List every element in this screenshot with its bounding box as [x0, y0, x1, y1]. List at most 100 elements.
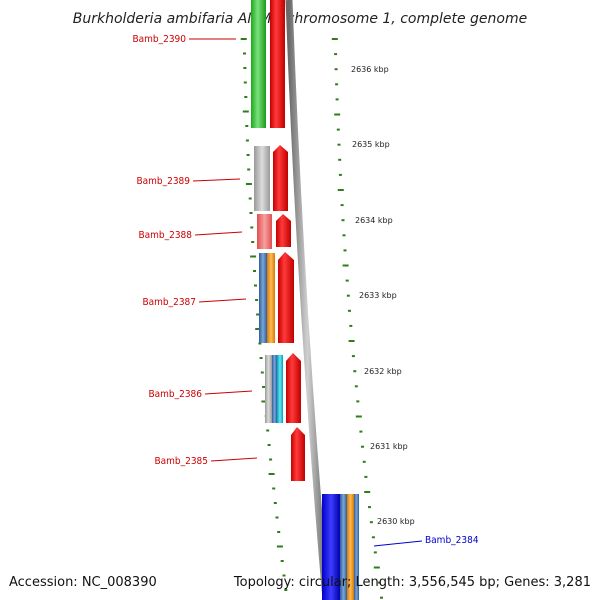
gene-label-bamb-2386[interactable]: Bamb_2386	[148, 389, 253, 400]
chromosome-backbone	[285, 0, 330, 600]
tick-mark	[261, 400, 268, 403]
tick-mark	[255, 299, 259, 301]
tick-mark	[373, 566, 380, 569]
cog-block-orange	[267, 253, 275, 343]
tick-mark	[247, 168, 251, 171]
tick-mark	[245, 139, 249, 142]
cog-block-steel-edge	[354, 494, 359, 600]
tick-mark	[243, 67, 247, 69]
cds-forward-arrow	[276, 214, 291, 247]
tick-mark	[353, 370, 357, 373]
tick-mark	[268, 473, 275, 475]
tick-mark	[361, 445, 364, 448]
tick-mark	[275, 516, 279, 519]
tick-mark	[249, 212, 253, 214]
tick-mark	[267, 444, 271, 446]
cds-forward-arrow	[278, 252, 294, 343]
tick-mark	[245, 183, 252, 185]
feature-group-bamb-2387[interactable]	[259, 252, 294, 343]
tick-mark	[253, 270, 256, 272]
cog-block-orange	[347, 494, 354, 600]
tick-mark	[362, 460, 366, 463]
gene-label-text: Bamb_2387	[142, 297, 196, 308]
tick-mark	[356, 400, 360, 403]
cds-reverse	[322, 494, 340, 600]
feature-group-bamb-2388[interactable]	[257, 214, 291, 249]
cds-forward	[270, 0, 285, 128]
feature-group-bamb-2384[interactable]	[322, 494, 359, 600]
tick-mark	[243, 52, 246, 55]
tick-mark	[276, 545, 283, 548]
map-title: Burkholderia ambifaria AMMD chromosome 1…	[73, 11, 527, 27]
leader-line	[210, 457, 258, 462]
tick-mark	[248, 197, 252, 200]
cog-block-steel	[272, 355, 277, 423]
leader-line	[198, 298, 247, 303]
scale-label: 2630 kbp	[377, 517, 415, 526]
gene-label-text: Bamb_2390	[132, 34, 186, 45]
tick-mark	[337, 143, 341, 146]
cog-block	[251, 0, 266, 128]
tick-mark	[255, 328, 262, 330]
tick-mark	[342, 264, 349, 267]
tick-mark	[284, 589, 288, 591]
tick-mark	[331, 38, 338, 40]
gene-label-bamb-2390[interactable]: Bamb_2390	[132, 34, 236, 45]
tick-mark	[335, 83, 339, 86]
tick-mark	[337, 189, 344, 191]
tick-mark	[258, 342, 262, 345]
feature-group-bamb-2385[interactable]	[291, 427, 305, 481]
cds-forward-arrow	[273, 145, 288, 211]
gene-label-bamb-2388[interactable]: Bamb_2388	[138, 230, 243, 241]
scale-label: 2635 kbp	[352, 140, 390, 149]
tick-mark	[280, 560, 284, 562]
tick-mark	[334, 113, 341, 116]
cds-forward-arrow	[291, 427, 305, 481]
tick-mark	[369, 521, 373, 524]
tick-mark	[269, 458, 273, 461]
feature-group-bamb-2386[interactable]	[265, 353, 301, 423]
cog-block-gray	[265, 355, 272, 423]
tick-mark	[260, 371, 264, 374]
gene-label-text: Bamb_2389	[136, 176, 190, 187]
tick-mark	[355, 415, 362, 418]
tick-mark	[243, 81, 247, 84]
leader-line	[194, 231, 243, 236]
gene-label-bamb-2385[interactable]: Bamb_2385	[154, 456, 258, 467]
feature-group-bamb-2390[interactable]	[251, 0, 285, 128]
tick-mark	[251, 241, 255, 243]
tick-mark	[272, 487, 276, 490]
tick-mark	[377, 581, 381, 584]
cog-block	[254, 146, 270, 211]
scale-label: 2632 kbp	[364, 367, 402, 376]
cog-block-steel	[259, 253, 267, 343]
gene-label-text: Bamb_2384	[425, 535, 479, 546]
tick-mark	[334, 53, 338, 56]
tick-mark	[242, 110, 249, 113]
tick-mark	[250, 255, 257, 258]
scale-label: 2633 kbp	[359, 291, 397, 300]
tick-mark	[282, 574, 286, 577]
accession-text: Accession: NC_008390	[9, 575, 157, 590]
leader-line	[192, 178, 241, 182]
inner-tick-arc	[240, 38, 288, 591]
gene-label-bamb-2384[interactable]: Bamb_2384	[373, 535, 479, 547]
gene-label-bamb-2389[interactable]: Bamb_2389	[136, 176, 241, 187]
tick-mark	[246, 154, 250, 156]
tick-mark	[341, 219, 345, 222]
cog-block	[257, 214, 272, 249]
tick-mark	[348, 340, 355, 342]
scale-label: 2634 kbp	[355, 216, 393, 225]
feature-group-bamb-2389[interactable]	[254, 145, 288, 211]
tick-mark	[334, 68, 338, 71]
tick-mark	[342, 234, 346, 237]
tick-mark	[364, 491, 371, 493]
tick-mark	[250, 226, 254, 229]
tick-mark	[380, 596, 383, 599]
gene-label-text: Bamb_2386	[148, 389, 202, 400]
tick-mark	[340, 204, 344, 207]
tick-mark	[354, 385, 358, 388]
gene-label-bamb-2387[interactable]: Bamb_2387	[142, 297, 247, 308]
gene-label-text: Bamb_2388	[138, 230, 192, 241]
